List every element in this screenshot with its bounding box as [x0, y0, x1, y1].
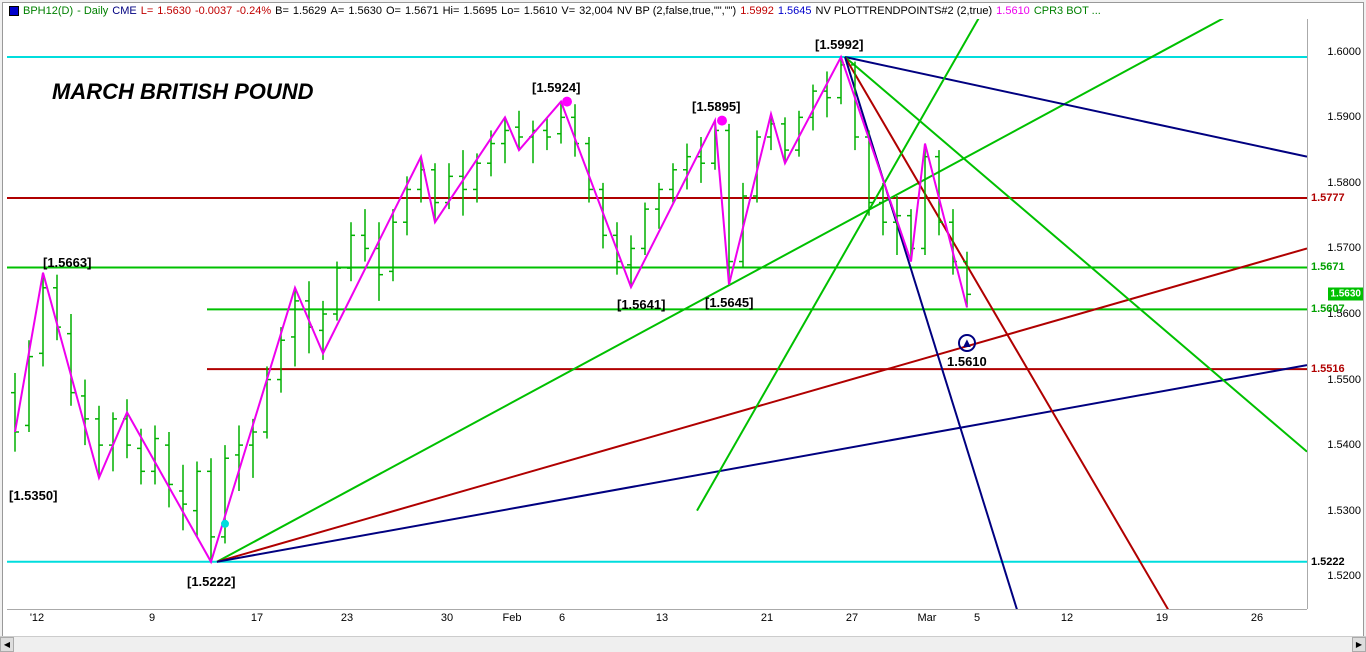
plot-svg [7, 19, 1307, 609]
chart-window: BPH12(D) - Daily CME L=1.5630 -0.0037 -0… [2, 2, 1364, 650]
x-tick: 9 [149, 612, 155, 624]
y-marker: 1.5222 [1308, 556, 1348, 568]
y-tick: 1.5400 [1327, 439, 1361, 451]
pivot-label: [1.5663] [43, 255, 91, 270]
scroll-right-button[interactable]: ▶ [1352, 637, 1366, 652]
symbol: BPH12(D) [23, 5, 73, 17]
y-axis: 1.52001.53001.54001.55001.56001.57001.58… [1307, 19, 1363, 609]
x-tick: Feb [503, 612, 522, 624]
x-axis: '12 9 17 23 30 Feb 6 13 21 27 Mar 5 12 19 26 [7, 609, 1307, 631]
arrow-annotation: ▲ 1.5610 [947, 334, 987, 369]
chart-title: MARCH BRITISH POUND [52, 79, 314, 105]
y-tick: 1.5300 [1327, 505, 1361, 517]
indicator-2: NV PLOTTRENDPOINTS#2 (2,true) [816, 5, 993, 17]
y-marker: 1.5516 [1308, 363, 1348, 375]
pivot-label: [1.5645] [705, 295, 753, 310]
lo: 1.5610 [524, 5, 558, 17]
pivot-label: [1.5895] [692, 99, 740, 114]
y-marker: 1.5607 [1308, 303, 1348, 315]
x-tick: '12 [30, 612, 44, 624]
hi-label: Hi= [443, 5, 460, 17]
y-marker: 1.5777 [1308, 192, 1348, 204]
current-price-marker: 1.5630 [1328, 288, 1363, 301]
period: - Daily [77, 5, 108, 17]
exchange: CME [112, 5, 136, 17]
x-tick: 21 [761, 612, 773, 624]
last-label: L= [141, 5, 154, 17]
hi: 1.5695 [463, 5, 497, 17]
x-tick: 23 [341, 612, 353, 624]
ask-label: A= [331, 5, 345, 17]
vol: 32,004 [579, 5, 613, 17]
indicator-1-v1: 1.5992 [740, 5, 774, 17]
x-tick: 30 [441, 612, 453, 624]
x-tick: 17 [251, 612, 263, 624]
arrow-up-icon: ▲ [958, 334, 976, 352]
x-tick: 5 [974, 612, 980, 624]
indicator-1: NV BP (2,false,true,"","") [617, 5, 736, 17]
plot-area[interactable]: MARCH BRITISH POUND [1.5663] [1.5350] [1.5… [7, 19, 1307, 609]
bottom-scrollbar[interactable]: ◀ ▶ [0, 636, 1366, 652]
pivot-label: [1.5924] [532, 80, 580, 95]
indicator-2-v: 1.5610 [996, 5, 1030, 17]
header-bar: BPH12(D) - Daily CME L=1.5630 -0.0037 -0… [3, 3, 1363, 19]
bid-label: B= [275, 5, 289, 17]
scroll-left-button[interactable]: ◀ [0, 637, 14, 652]
x-tick: 13 [656, 612, 668, 624]
series-color-swatch [9, 6, 19, 16]
open: 1.5671 [405, 5, 439, 17]
y-tick: 1.6000 [1327, 46, 1361, 58]
x-tick: Mar [918, 612, 937, 624]
arrow-label-text: 1.5610 [947, 354, 987, 369]
y-tick: 1.5700 [1327, 242, 1361, 254]
open-label: O= [386, 5, 401, 17]
x-tick: 6 [559, 612, 565, 624]
last-value: 1.5630 [157, 5, 191, 17]
y-tick: 1.5900 [1327, 111, 1361, 123]
y-marker: 1.5671 [1308, 261, 1348, 273]
pivot-label: [1.5222] [187, 574, 235, 589]
indicator-1-v2: 1.5645 [778, 5, 812, 17]
pivot-label: [1.5641] [617, 297, 665, 312]
x-tick: 19 [1156, 612, 1168, 624]
x-tick: 27 [846, 612, 858, 624]
pivot-label: [1.5350] [9, 488, 57, 503]
scroll-track[interactable] [14, 637, 1352, 652]
x-tick: 12 [1061, 612, 1073, 624]
pivot-label: [1.5992] [815, 37, 863, 52]
chg-pct: -0.24% [236, 5, 271, 17]
chg: -0.0037 [195, 5, 232, 17]
lo-label: Lo= [501, 5, 520, 17]
indicator-3: CPR3 BOT ... [1034, 5, 1101, 17]
x-tick: 26 [1251, 612, 1263, 624]
y-tick: 1.5200 [1327, 570, 1361, 582]
y-tick: 1.5500 [1327, 374, 1361, 386]
vol-label: V= [561, 5, 575, 17]
bid: 1.5629 [293, 5, 327, 17]
y-tick: 1.5800 [1327, 177, 1361, 189]
ask: 1.5630 [348, 5, 382, 17]
